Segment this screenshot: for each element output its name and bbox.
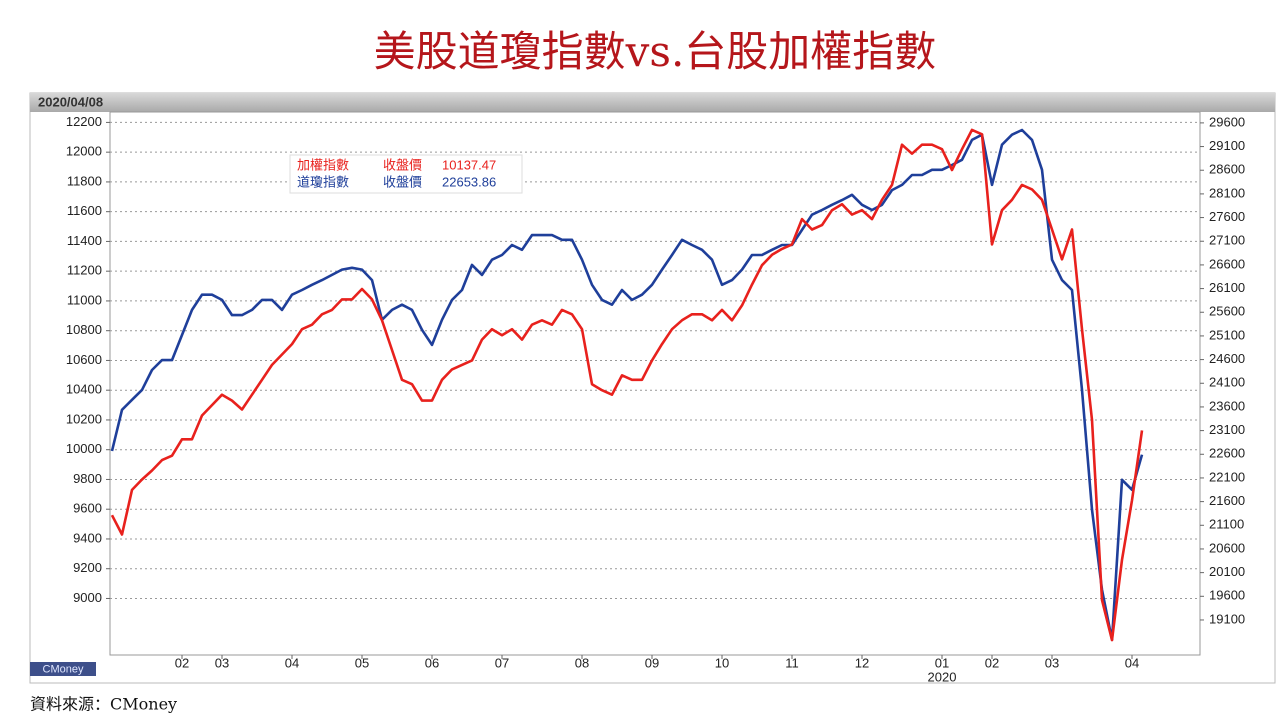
legend-close-label: 收盤價 (383, 174, 422, 189)
date-label: 2020/04/08 (38, 94, 103, 109)
x-tick-label: 06 (425, 655, 439, 670)
year-label: 2020 (928, 669, 957, 684)
x-tick-label: 05 (355, 655, 369, 670)
y-tick-label: 9600 (73, 501, 102, 516)
y2-tick-label: 20600 (1209, 540, 1245, 555)
plot-area (109, 111, 1201, 656)
y2-tick-label: 25600 (1209, 304, 1245, 319)
y2-tick-label: 24600 (1209, 351, 1245, 366)
legend-close-label: 收盤價 (383, 157, 422, 172)
watermark: CMoney (43, 663, 84, 675)
legend-name: 道瓊指數 (297, 174, 349, 189)
y2-tick-label: 26600 (1209, 256, 1245, 271)
source: 資料來源：CMoney (30, 695, 177, 714)
y2-tick-label: 27600 (1209, 209, 1245, 224)
y2-tick-label: 21100 (1209, 517, 1244, 532)
x-tick-label: 04 (285, 655, 299, 670)
y2-tick-label: 26100 (1209, 280, 1245, 295)
y-tick-label: 9200 (73, 560, 102, 575)
y-tick-label: 10800 (66, 322, 102, 337)
x-tick-label: 03 (1045, 655, 1059, 670)
y2-tick-label: 22600 (1209, 446, 1245, 461)
y2-tick-label: 22100 (1209, 469, 1245, 484)
y2-tick-label: 23100 (1209, 422, 1245, 437)
y2-tick-label: 21600 (1209, 493, 1245, 508)
y-tick-label: 10000 (66, 441, 102, 456)
legend-close: 22653.86 (442, 174, 496, 189)
y2-tick-label: 19100 (1209, 611, 1245, 626)
y2-tick-label: 20100 (1209, 564, 1245, 579)
chart-title: 美股道瓊指數vs.台股加權指數 (374, 27, 937, 76)
x-tick-label: 02 (985, 655, 999, 670)
x-tick-label: 01 (935, 655, 949, 670)
y-tick-label: 11200 (67, 263, 102, 278)
y-tick-label: 12000 (66, 144, 102, 159)
x-tick-label: 11 (785, 655, 799, 670)
x-tick-label: 04 (1125, 655, 1139, 670)
legend-close: 10137.47 (442, 157, 496, 172)
y-tick-label: 10600 (66, 352, 102, 367)
series-line (110, 128, 1144, 642)
series-line (110, 128, 1144, 642)
y-tick-label: 9000 (73, 590, 102, 605)
y2-tick-label: 28600 (1209, 162, 1245, 177)
y-tick-label: 11600 (67, 203, 102, 218)
y2-tick-label: 23600 (1209, 398, 1245, 413)
x-tick-label: 07 (495, 655, 509, 670)
x-tick-label: 02 (175, 655, 189, 670)
y-tick-label: 9800 (73, 471, 102, 486)
y2-tick-label: 29100 (1209, 138, 1245, 153)
y-tick-label: 11000 (67, 292, 102, 307)
y-tick-label: 11400 (67, 233, 102, 248)
y2-tick-label: 29600 (1209, 114, 1245, 129)
y-tick-label: 9400 (73, 530, 102, 545)
header-bar (30, 93, 1275, 112)
x-tick-label: 12 (855, 655, 869, 670)
y-tick-label: 12200 (66, 114, 102, 129)
y-tick-label: 10200 (66, 411, 102, 426)
x-tick-label: 03 (215, 655, 229, 670)
y2-tick-label: 24100 (1209, 375, 1245, 390)
legend-name: 加權指數 (297, 157, 349, 172)
x-tick-label: 08 (575, 655, 589, 670)
plot-layer: 9000 9200 9400 9600 9800 10000 10200 10400 10600… (66, 114, 1245, 685)
y2-tick-label: 25100 (1209, 327, 1245, 342)
x-tick-label: 10 (715, 655, 729, 670)
y2-tick-label: 27100 (1209, 233, 1245, 248)
y-tick-label: 11800 (67, 173, 102, 188)
x-tick-label: 09 (645, 655, 659, 670)
y2-tick-label: 28100 (1209, 185, 1245, 200)
legend-box (289, 154, 523, 194)
y-tick-label: 10400 (66, 382, 102, 397)
y2-tick-label: 19600 (1209, 588, 1245, 603)
watermark-badge (30, 662, 96, 676)
